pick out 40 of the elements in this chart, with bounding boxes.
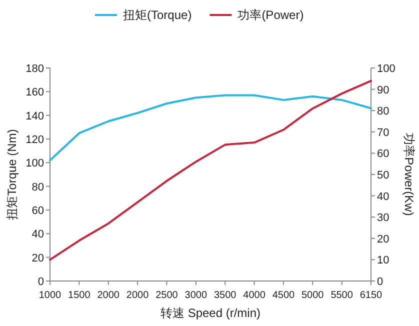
line-series — [49, 80, 372, 261]
y-tick-label: 0 — [38, 276, 44, 288]
x-tick-label: 3500 — [214, 290, 237, 301]
y2-tick-label: 0 — [377, 276, 384, 288]
x-tick-label: 1000 — [38, 290, 62, 301]
y-tick-label: 120 — [26, 134, 44, 146]
x-tick-label: 1500 — [68, 290, 91, 301]
x-tick-label: 6150 — [360, 290, 383, 301]
x-axis-title: 转速 Speed (r/min) — [160, 306, 261, 320]
y-tick-label: 40 — [32, 228, 44, 241]
legend-label: 扭矩(Torque) — [123, 8, 192, 22]
y-axis-title: 扭矩Torque (Nm) — [5, 129, 19, 220]
x-tick-label: 3000 — [184, 290, 208, 301]
y2-tick-label: 10 — [377, 254, 390, 267]
y2-tick-label: 90 — [377, 84, 390, 96]
y2-tick-label: 20 — [377, 233, 390, 246]
x-tick-label: 5500 — [330, 290, 354, 301]
legend-label: 功率(Power) — [238, 8, 304, 22]
y-tick-label: 180 — [26, 63, 44, 75]
y-tick-label: 20 — [32, 252, 44, 264]
y-tick-label: 80 — [32, 181, 44, 194]
y2-tick-label: 40 — [377, 190, 390, 203]
line-series — [49, 94, 372, 162]
x-tick-label: 5000 — [302, 290, 324, 301]
x-tick-label: 4000 — [243, 290, 266, 301]
y2-tick-label: 30 — [377, 212, 390, 224]
x-tick-label: 2000 — [97, 290, 120, 301]
x-tick-label: 2000 — [126, 290, 150, 301]
x-tick-label: 2500 — [156, 290, 178, 301]
x-tick-label: 4500 — [272, 290, 296, 301]
y-tick-label: 140 — [26, 110, 44, 122]
y-tick-label: 100 — [26, 158, 44, 170]
y2-tick-label: 80 — [377, 106, 390, 118]
y2-tick-label: 60 — [377, 148, 390, 160]
y2-tick-label: 100 — [377, 63, 396, 75]
y2-tick-label: 50 — [377, 170, 390, 182]
y-tick-label: 60 — [32, 205, 44, 217]
y2-tick-label: 70 — [377, 126, 390, 139]
y-tick-label: 160 — [26, 86, 44, 99]
y2-axis-title: 功率Power(Kw) — [402, 133, 416, 216]
